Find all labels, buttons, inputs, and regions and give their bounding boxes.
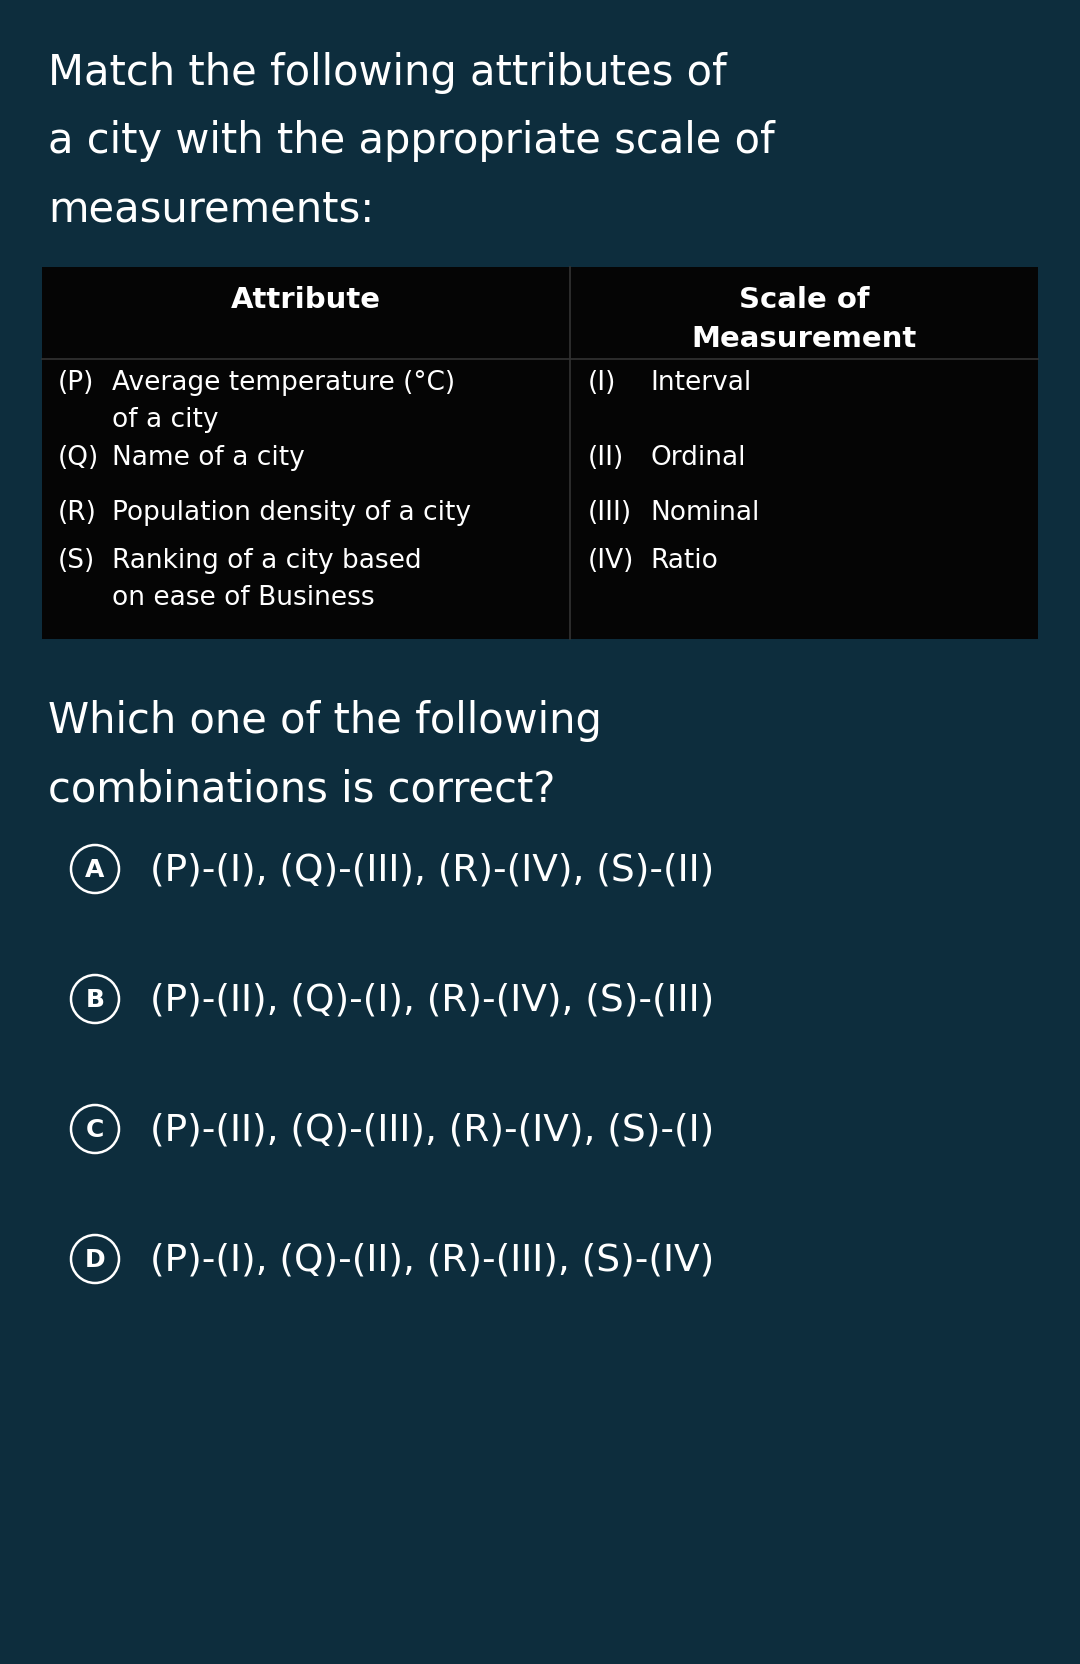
- Text: a city with the appropriate scale of: a city with the appropriate scale of: [48, 120, 774, 161]
- Text: D: D: [84, 1248, 106, 1271]
- Text: (II): (II): [588, 444, 624, 471]
- Text: (P)-(I), (Q)-(II), (R)-(III), (S)-(IV): (P)-(I), (Q)-(II), (R)-(III), (S)-(IV): [150, 1241, 714, 1278]
- Text: B: B: [85, 987, 105, 1012]
- Text: Ordinal: Ordinal: [650, 444, 745, 471]
- Text: Match the following attributes of: Match the following attributes of: [48, 52, 727, 93]
- Text: (Q): (Q): [58, 444, 99, 471]
- Text: Population density of a city: Population density of a city: [112, 499, 471, 526]
- Text: (I): (I): [588, 369, 617, 396]
- Text: Scale of
Measurement: Scale of Measurement: [691, 286, 917, 353]
- Text: (P)-(II), (Q)-(I), (R)-(IV), (S)-(III): (P)-(II), (Q)-(I), (R)-(IV), (S)-(III): [150, 982, 714, 1017]
- Text: Nominal: Nominal: [650, 499, 759, 526]
- Text: Attribute: Attribute: [231, 286, 381, 314]
- Text: combinations is correct?: combinations is correct?: [48, 767, 555, 809]
- Text: Which one of the following: Which one of the following: [48, 699, 602, 742]
- Text: measurements:: measurements:: [48, 188, 375, 230]
- Text: C: C: [85, 1117, 104, 1142]
- Text: (P)-(II), (Q)-(III), (R)-(IV), (S)-(I): (P)-(II), (Q)-(III), (R)-(IV), (S)-(I): [150, 1112, 714, 1146]
- Text: (R): (R): [58, 499, 97, 526]
- Text: Interval: Interval: [650, 369, 752, 396]
- Text: A: A: [85, 857, 105, 882]
- Text: (P)-(I), (Q)-(III), (R)-(IV), (S)-(II): (P)-(I), (Q)-(III), (R)-(IV), (S)-(II): [150, 852, 714, 887]
- Text: Ratio: Ratio: [650, 547, 718, 574]
- Text: Average temperature (°C)
of a city: Average temperature (°C) of a city: [112, 369, 455, 433]
- Text: Name of a city: Name of a city: [112, 444, 305, 471]
- Text: (III): (III): [588, 499, 632, 526]
- Text: (S): (S): [58, 547, 95, 574]
- Bar: [42, 268, 1038, 639]
- Text: (IV): (IV): [588, 547, 634, 574]
- Text: (P): (P): [58, 369, 94, 396]
- Text: Ranking of a city based
on ease of Business: Ranking of a city based on ease of Busin…: [112, 547, 421, 611]
